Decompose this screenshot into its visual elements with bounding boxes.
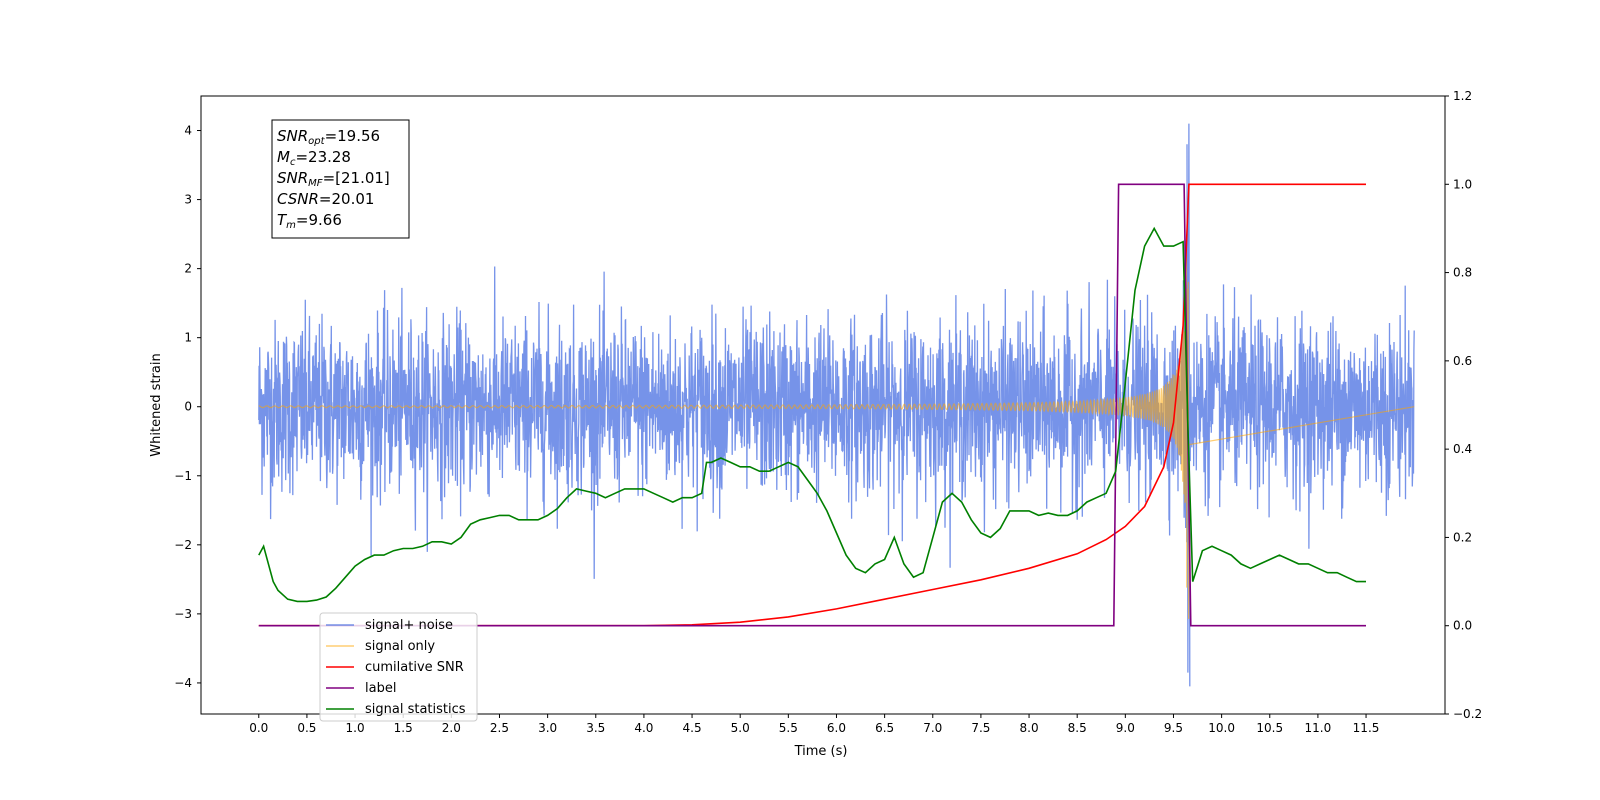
- stats-annotation-subscript: c: [290, 157, 296, 168]
- x-tick-label: 11.0: [1305, 721, 1332, 735]
- x-tick-label: 4.0: [634, 721, 653, 735]
- x-tick-label: 1.0: [346, 721, 365, 735]
- series-signal-statistics: [258, 226, 1366, 603]
- y2-tick-label: 0.2: [1453, 530, 1472, 544]
- y-tick-label: 3: [184, 193, 192, 207]
- stats-annotation-subscript: opt: [308, 136, 325, 147]
- x-tick-label: 5.5: [779, 721, 798, 735]
- stats-annotation-box: SNRopt=19.56Mc=23.28SNRMF=[21.01]CSNR=20…: [271, 119, 410, 239]
- y-axis-left: −4 −3 −2 −1 0 1 2 3 4: [174, 124, 201, 690]
- x-tick-label: 8.0: [1020, 721, 1039, 735]
- x-tick-label: 2.0: [442, 721, 461, 735]
- x-tick-label: 9.0: [1116, 721, 1135, 735]
- legend-label: signal statistics: [365, 702, 466, 717]
- stats-annotation-value: =[21.01]: [323, 169, 390, 187]
- stats-annotation-subscript: m: [286, 220, 296, 231]
- y2-tick-label: 0.8: [1453, 266, 1472, 280]
- y2-tick-label: 0.0: [1453, 619, 1472, 633]
- stats-annotation-line: SNRopt=19.56: [277, 127, 380, 147]
- x-tick-label: 10.0: [1208, 721, 1235, 735]
- stats-annotation-value: =19.56: [325, 127, 381, 145]
- stats-annotation-symbol: M: [277, 148, 290, 166]
- x-axis-label: Time (s): [794, 744, 848, 759]
- x-tick-label: 7.5: [971, 721, 990, 735]
- legend: signal+ noise signal only cumilative SNR la…: [319, 612, 478, 722]
- y2-tick-label: 0.4: [1453, 442, 1472, 456]
- y-tick-label: −4: [174, 676, 192, 690]
- stats-annotation-value: =20.01: [319, 190, 375, 208]
- x-tick-label: 10.5: [1256, 721, 1283, 735]
- legend-frame: [319, 612, 478, 722]
- stats-annotation-frame: [271, 119, 410, 239]
- y2-tick-label: 1.2: [1453, 89, 1472, 103]
- legend-label: cumilative SNR: [365, 660, 464, 675]
- x-tick-label: 2.5: [490, 721, 509, 735]
- stats-annotation-symbol: T: [277, 211, 288, 229]
- y-tick-label: −2: [174, 538, 192, 552]
- x-tick-label: 11.5: [1353, 721, 1380, 735]
- y-tick-label: 1: [184, 331, 192, 345]
- y2-tick-label: 0.6: [1453, 354, 1472, 368]
- x-tick-label: 6.5: [875, 721, 894, 735]
- stats-annotation-symbol: SNR: [277, 169, 308, 187]
- plot-frame: [200, 95, 1446, 715]
- legend-label: signal+ noise: [365, 618, 453, 633]
- y-tick-label: 0: [184, 400, 192, 414]
- y2-tick-label: 1.0: [1453, 177, 1472, 191]
- x-tick-label: 4.5: [683, 721, 702, 735]
- legend-label: signal only: [365, 639, 435, 654]
- stats-annotation-line: Tm=9.66: [277, 211, 342, 231]
- stats-annotation-line: SNRMF=[21.01]: [277, 169, 390, 189]
- stats-annotation-line: CSNR=20.01: [277, 190, 374, 208]
- x-axis: 0.0 0.5 1.0 1.5 2.0 2.5 3.0 3.5 4.0 4.5 5.0 5.5 6.0 6…: [249, 714, 1379, 735]
- x-tick-label: 0.0: [249, 721, 268, 735]
- x-tick-label: 1.5: [394, 721, 413, 735]
- y2-tick-label: −0.2: [1453, 707, 1482, 721]
- x-tick-label: 9.5: [1164, 721, 1183, 735]
- y-axis-label: Whitened strain: [149, 353, 164, 456]
- stats-annotation-symbol: SNR: [277, 127, 308, 145]
- stats-annotation-subscript: MF: [308, 178, 323, 189]
- x-tick-label: 0.5: [297, 721, 316, 735]
- stats-annotation-value: =9.66: [296, 211, 342, 229]
- y-tick-label: −3: [174, 607, 192, 621]
- legend-label: label: [365, 681, 396, 696]
- series-signal-only: [258, 249, 1415, 619]
- y-axis-right: −0.2 0.0 0.2 0.4 0.6 0.8 1.0 1.2: [1445, 89, 1482, 721]
- x-tick-label: 8.5: [1068, 721, 1087, 735]
- y-tick-label: 4: [184, 124, 192, 138]
- x-tick-label: 3.5: [586, 721, 605, 735]
- x-tick-label: 7.0: [923, 721, 942, 735]
- y-tick-label: 2: [184, 262, 192, 276]
- x-tick-label: 3.0: [538, 721, 557, 735]
- stats-annotation-symbol: CSNR: [277, 190, 319, 208]
- x-tick-label: 5.0: [731, 721, 750, 735]
- x-tick-label: 6.0: [827, 721, 846, 735]
- series-label: [258, 183, 1366, 627]
- y-tick-label: −1: [174, 469, 192, 483]
- series-layer: [258, 123, 1415, 687]
- stats-annotation-value: =23.28: [295, 148, 351, 166]
- stats-annotation-line: Mc=23.28: [277, 148, 351, 168]
- series-cumilative-snr: [258, 183, 1366, 627]
